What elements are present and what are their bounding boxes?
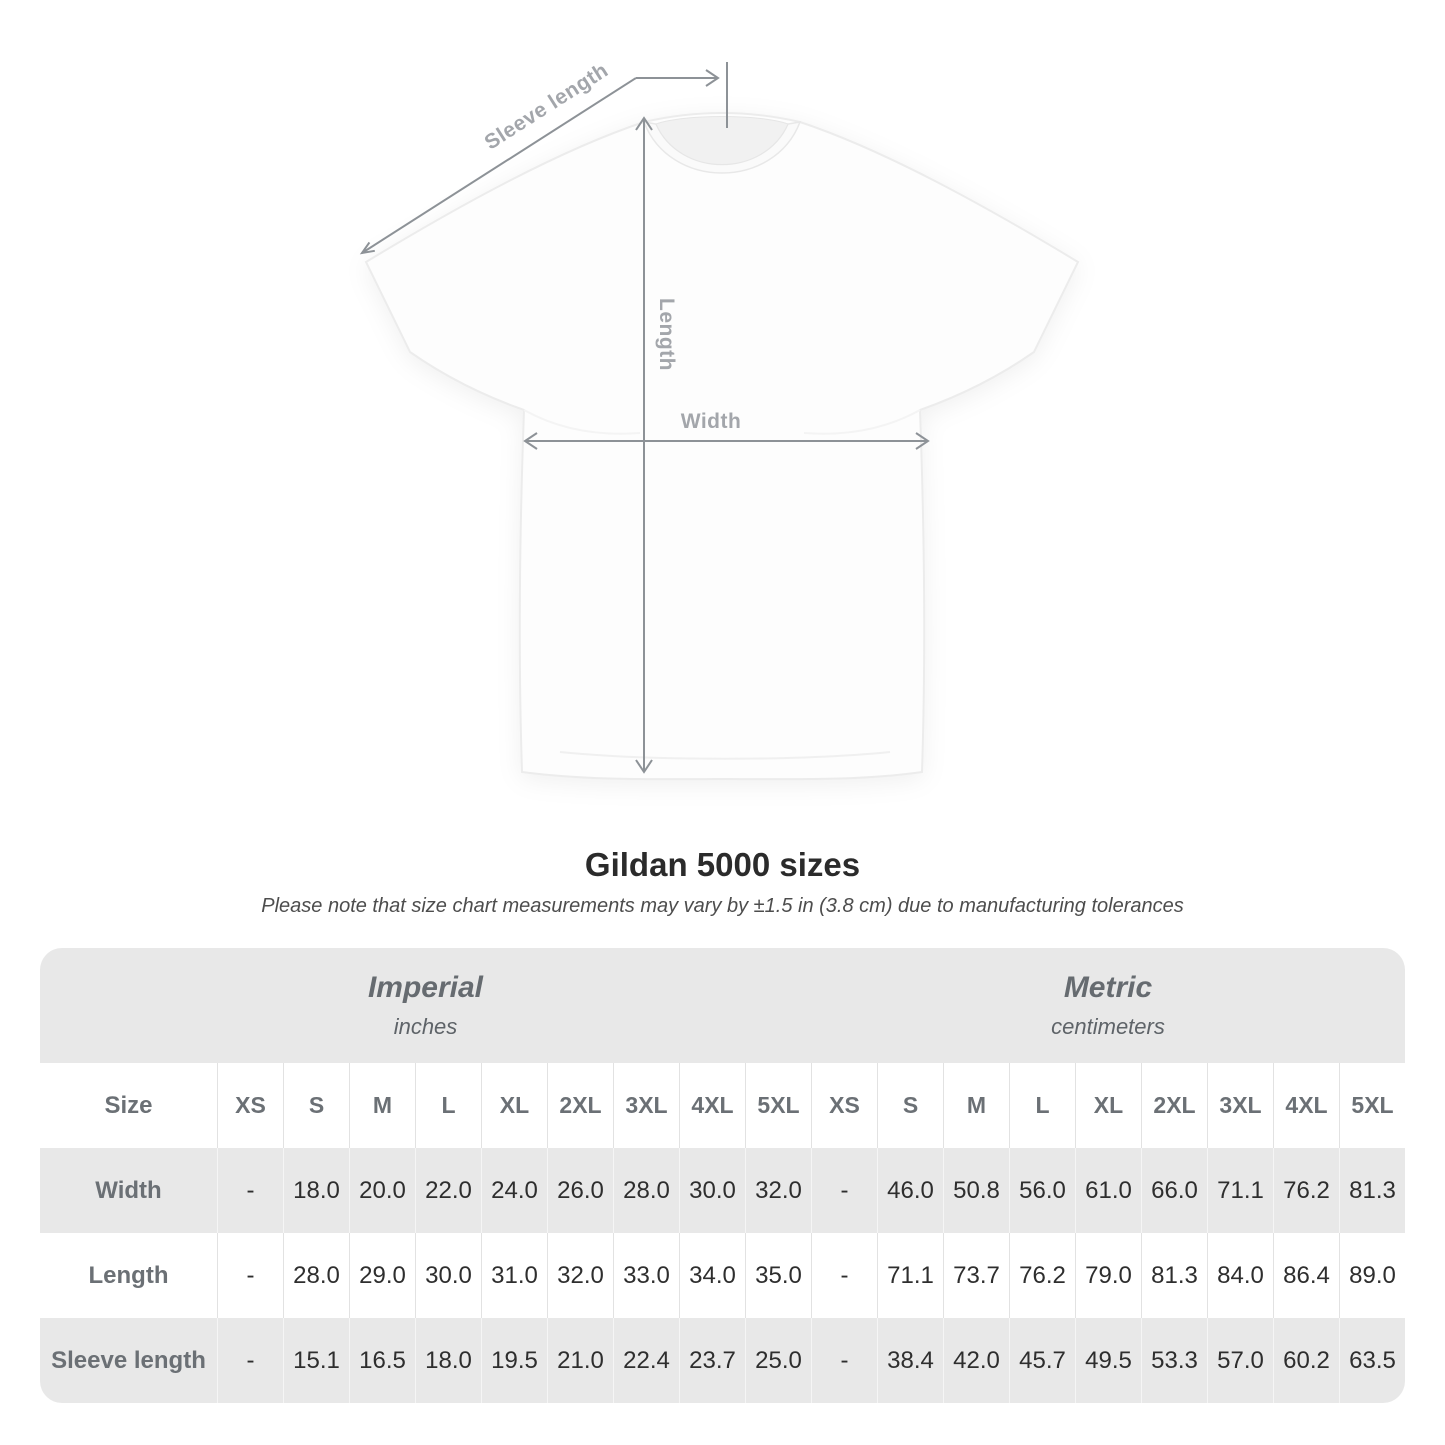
row-label: Length: [88, 1261, 169, 1289]
size-value-cell: 18.0: [415, 1318, 481, 1403]
size-value-cell: 25.0: [745, 1318, 811, 1403]
size-value-cell: 26.0: [547, 1148, 613, 1233]
row-label: Sleeve length: [40, 1318, 217, 1403]
size-value-cell: 57.0: [1207, 1318, 1273, 1403]
size-value-cell: 73.7: [943, 1233, 1009, 1318]
size-value-cell: -: [217, 1318, 283, 1403]
size-value-cell: 89.0: [1339, 1233, 1405, 1318]
neck-opening: [655, 116, 789, 165]
size-value-cell: 81.3: [1141, 1233, 1207, 1318]
size-column-header: XL: [1075, 1063, 1141, 1148]
size-value-cell: 29.0: [349, 1233, 415, 1318]
size-value-cell: 30.0: [679, 1148, 745, 1233]
size-value-cell: 46.0: [877, 1148, 943, 1233]
tolerance-note: Please note that size chart measurements…: [261, 895, 1184, 917]
size-value-cell: 33.0: [613, 1233, 679, 1318]
size-value-cell: 76.2: [1009, 1233, 1075, 1318]
size-value-cell: 76.2: [1273, 1148, 1339, 1233]
size-value-cell: 49.5: [1075, 1318, 1141, 1403]
size-value-cell: 30.0: [415, 1233, 481, 1318]
tshirt-illustration: [364, 112, 1080, 781]
size-column-header: 2XL: [547, 1063, 613, 1148]
size-value-cell: -: [811, 1148, 877, 1233]
metric-unit: centimeters: [1051, 1014, 1165, 1039]
size-column-header: XL: [481, 1063, 547, 1148]
size-value-cell: 84.0: [1207, 1233, 1273, 1318]
metric-group-header: Metric centimeters: [811, 948, 1405, 1063]
size-value-cell: 81.3: [1339, 1148, 1405, 1233]
size-column-header: 4XL: [679, 1063, 745, 1148]
size-value-cell: 18.0: [283, 1148, 349, 1233]
size-value-cell: 53.3: [1141, 1318, 1207, 1403]
size-value-cell: 24.0: [481, 1148, 547, 1233]
size-value-cell: 71.1: [877, 1233, 943, 1318]
chart-title: Gildan 5000 sizes: [584, 846, 861, 883]
tshirt-diagram: Sleeve length Length Width: [359, 59, 1080, 781]
size-value-cell: 35.0: [745, 1233, 811, 1318]
size-column-header: L: [1009, 1063, 1075, 1148]
imperial-group-header: Imperial inches: [40, 948, 811, 1063]
size-value-cell: 71.1: [1207, 1148, 1273, 1233]
size-value-cell: -: [811, 1318, 877, 1403]
size-value-cell: 31.0: [481, 1233, 547, 1318]
size-value-cell: 42.0: [943, 1318, 1009, 1403]
size-column-header: XS: [811, 1063, 877, 1148]
size-column-header: M: [943, 1063, 1009, 1148]
width-label: Width: [681, 410, 742, 433]
size-column-header: XS: [217, 1063, 283, 1148]
imperial-label: Imperial: [367, 971, 484, 1004]
sleeve-length-arrow: [359, 62, 728, 255]
size-column-header: L: [415, 1063, 481, 1148]
size-value-cell: -: [811, 1233, 877, 1318]
size-column-header: M: [349, 1063, 415, 1148]
size-value-cell: 32.0: [745, 1148, 811, 1233]
row-label: Width: [40, 1148, 217, 1233]
size-value-cell: 38.4: [877, 1318, 943, 1403]
size-value-cell: 79.0: [1075, 1233, 1141, 1318]
size-value-cell: 63.5: [1339, 1318, 1405, 1403]
size-value-cell: 20.0: [349, 1148, 415, 1233]
size-column-header: 2XL: [1141, 1063, 1207, 1148]
size-value-cell: 23.7: [679, 1318, 745, 1403]
size-value-cell: 86.4: [1273, 1233, 1339, 1318]
size-value-cell: 28.0: [283, 1233, 349, 1318]
size-value-cell: 15.1: [283, 1318, 349, 1403]
size-corner-header: Size: [104, 1091, 153, 1119]
size-value-cell: 60.2: [1273, 1318, 1339, 1403]
size-value-cell: 16.5: [349, 1318, 415, 1403]
size-value-cell: 34.0: [679, 1233, 745, 1318]
size-value-cell: -: [217, 1233, 283, 1318]
size-value-cell: 19.5: [481, 1318, 547, 1403]
length-arrow: [635, 116, 653, 774]
size-column-header: 5XL: [745, 1063, 811, 1148]
size-column-header: S: [877, 1063, 943, 1148]
length-label: Length: [655, 298, 678, 371]
hem-stitch: [559, 751, 891, 760]
width-arrow: [523, 432, 930, 450]
size-value-cell: 66.0: [1141, 1148, 1207, 1233]
size-value-cell: 32.0: [547, 1233, 613, 1318]
size-value-cell: 61.0: [1075, 1148, 1141, 1233]
size-column-header: 3XL: [1207, 1063, 1273, 1148]
size-value-cell: 22.0: [415, 1148, 481, 1233]
size-value-cell: 28.0: [613, 1148, 679, 1233]
size-value-cell: 56.0: [1009, 1148, 1075, 1233]
size-column-header: S: [283, 1063, 349, 1148]
size-column-header: 4XL: [1273, 1063, 1339, 1148]
size-table: Imperial inches Metric centimeters Size X…: [40, 948, 1405, 1403]
size-value-cell: 21.0: [547, 1318, 613, 1403]
size-value-cell: -: [217, 1148, 283, 1233]
size-value-cell: 50.8: [943, 1148, 1009, 1233]
size-value-cell: 45.7: [1009, 1318, 1075, 1403]
size-column-header: 5XL: [1339, 1063, 1405, 1148]
size-value-cell: 22.4: [613, 1318, 679, 1403]
imperial-unit: inches: [393, 1014, 458, 1039]
metric-label: Metric: [1063, 971, 1153, 1004]
size-column-header: 3XL: [613, 1063, 679, 1148]
